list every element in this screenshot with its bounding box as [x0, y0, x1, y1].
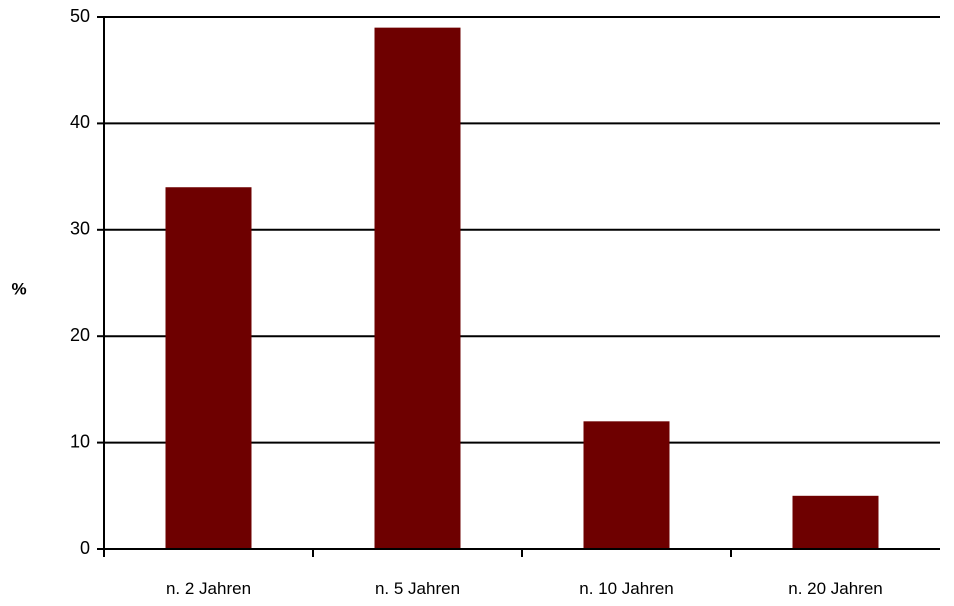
y-tick-label: 40	[70, 112, 90, 132]
y-tick-labels: 0 10 20 30 40 50	[70, 6, 90, 558]
x-tick-label: n. 20 Jahren	[788, 579, 883, 598]
x-tick-labels: n. 2 Jahren n. 5 Jahren n. 10 Jahren n. 20 …	[166, 579, 883, 598]
y-tick-label: 20	[70, 325, 90, 345]
bar	[165, 187, 252, 550]
y-tick-label: 0	[80, 538, 90, 558]
y-tick-label: 30	[70, 219, 90, 239]
y-tick-label: 50	[70, 6, 90, 26]
x-tick-label: n. 10 Jahren	[579, 579, 674, 598]
axes	[97, 16, 940, 557]
x-tick-label: n. 2 Jahren	[166, 579, 251, 598]
bar	[374, 27, 461, 549]
bars	[165, 27, 879, 550]
bar	[583, 421, 670, 549]
bar	[792, 495, 879, 549]
x-tick-label: n. 5 Jahren	[375, 579, 460, 598]
y-tick-label: 10	[70, 431, 90, 451]
y-axis-title: %	[11, 279, 26, 298]
